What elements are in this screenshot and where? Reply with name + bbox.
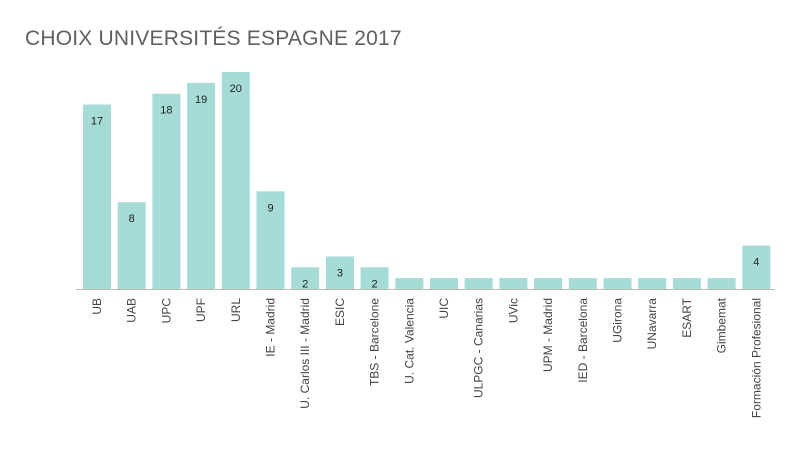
tick-label-3: UPF bbox=[194, 298, 208, 322]
tick-label-2: UPC bbox=[159, 298, 173, 324]
value-label-5: 9 bbox=[267, 202, 273, 214]
bar-5 bbox=[256, 191, 285, 289]
tick-label-1: UAB bbox=[125, 298, 139, 323]
tick-label-0: UB bbox=[90, 298, 104, 315]
value-label-2: 18 bbox=[160, 105, 172, 117]
bar-16 bbox=[638, 278, 667, 289]
tick-label-9: U. Cat. Valencia bbox=[402, 298, 416, 384]
tick-label-11: ULPGC - Canarias bbox=[472, 298, 486, 398]
tick-label-13: UPM - Madrid bbox=[541, 298, 555, 372]
tick-label-7: ESIC bbox=[333, 298, 347, 326]
tick-label-14: IED - Barcelona bbox=[576, 298, 590, 383]
bar-11 bbox=[464, 278, 493, 289]
bar-6 bbox=[291, 267, 320, 289]
bar-19 bbox=[742, 245, 771, 289]
bar-7 bbox=[325, 256, 354, 289]
value-labels-group: 17 8 18 19 20 9 2 3 2 4 bbox=[91, 83, 759, 290]
tick-label-10: UIC bbox=[437, 298, 451, 319]
tick-label-12: UVic bbox=[506, 298, 520, 323]
value-label-4: 20 bbox=[230, 83, 242, 95]
value-label-6: 2 bbox=[302, 278, 308, 290]
tick-label-16: UNavarra bbox=[645, 298, 659, 350]
bar-1 bbox=[117, 202, 146, 289]
value-label-1: 8 bbox=[129, 213, 135, 225]
bar-2 bbox=[152, 93, 181, 289]
chart-title: CHOIX UNIVERSITÉS ESPAGNE 2017 bbox=[25, 27, 402, 50]
bar-4 bbox=[221, 72, 250, 289]
tick-label-6: U. Carlos III - Madrid bbox=[298, 298, 312, 409]
bar-13 bbox=[534, 278, 563, 289]
tick-label-8: TBS - Barcelone bbox=[368, 298, 382, 386]
bar-12 bbox=[499, 278, 528, 289]
tick-label-17: ESART bbox=[680, 297, 694, 337]
bar-17 bbox=[672, 278, 701, 289]
bars-group bbox=[83, 72, 771, 289]
bar-14 bbox=[568, 278, 597, 289]
value-label-0: 17 bbox=[91, 116, 103, 128]
value-label-7: 3 bbox=[337, 267, 343, 279]
bar-8 bbox=[360, 267, 389, 289]
tick-label-18: Gimbemat bbox=[715, 297, 729, 353]
tick-label-4: URL bbox=[229, 298, 243, 322]
bar-9 bbox=[395, 278, 424, 289]
bar-18 bbox=[707, 278, 736, 289]
bar-15 bbox=[603, 278, 632, 289]
value-label-8: 2 bbox=[372, 278, 378, 290]
bar-3 bbox=[187, 82, 216, 289]
value-label-19: 4 bbox=[753, 257, 759, 269]
bar-0 bbox=[83, 104, 111, 289]
tick-label-15: UGirona bbox=[611, 298, 625, 343]
value-label-3: 19 bbox=[195, 94, 207, 106]
bar-10 bbox=[430, 278, 458, 289]
tick-label-5: IE - Madrid bbox=[264, 298, 278, 357]
tick-label-19: Formación Profesional bbox=[749, 298, 763, 418]
tick-labels-group: UB UAB UPC UPF URL IE - Madrid U. Carlos III -… bbox=[90, 297, 763, 418]
